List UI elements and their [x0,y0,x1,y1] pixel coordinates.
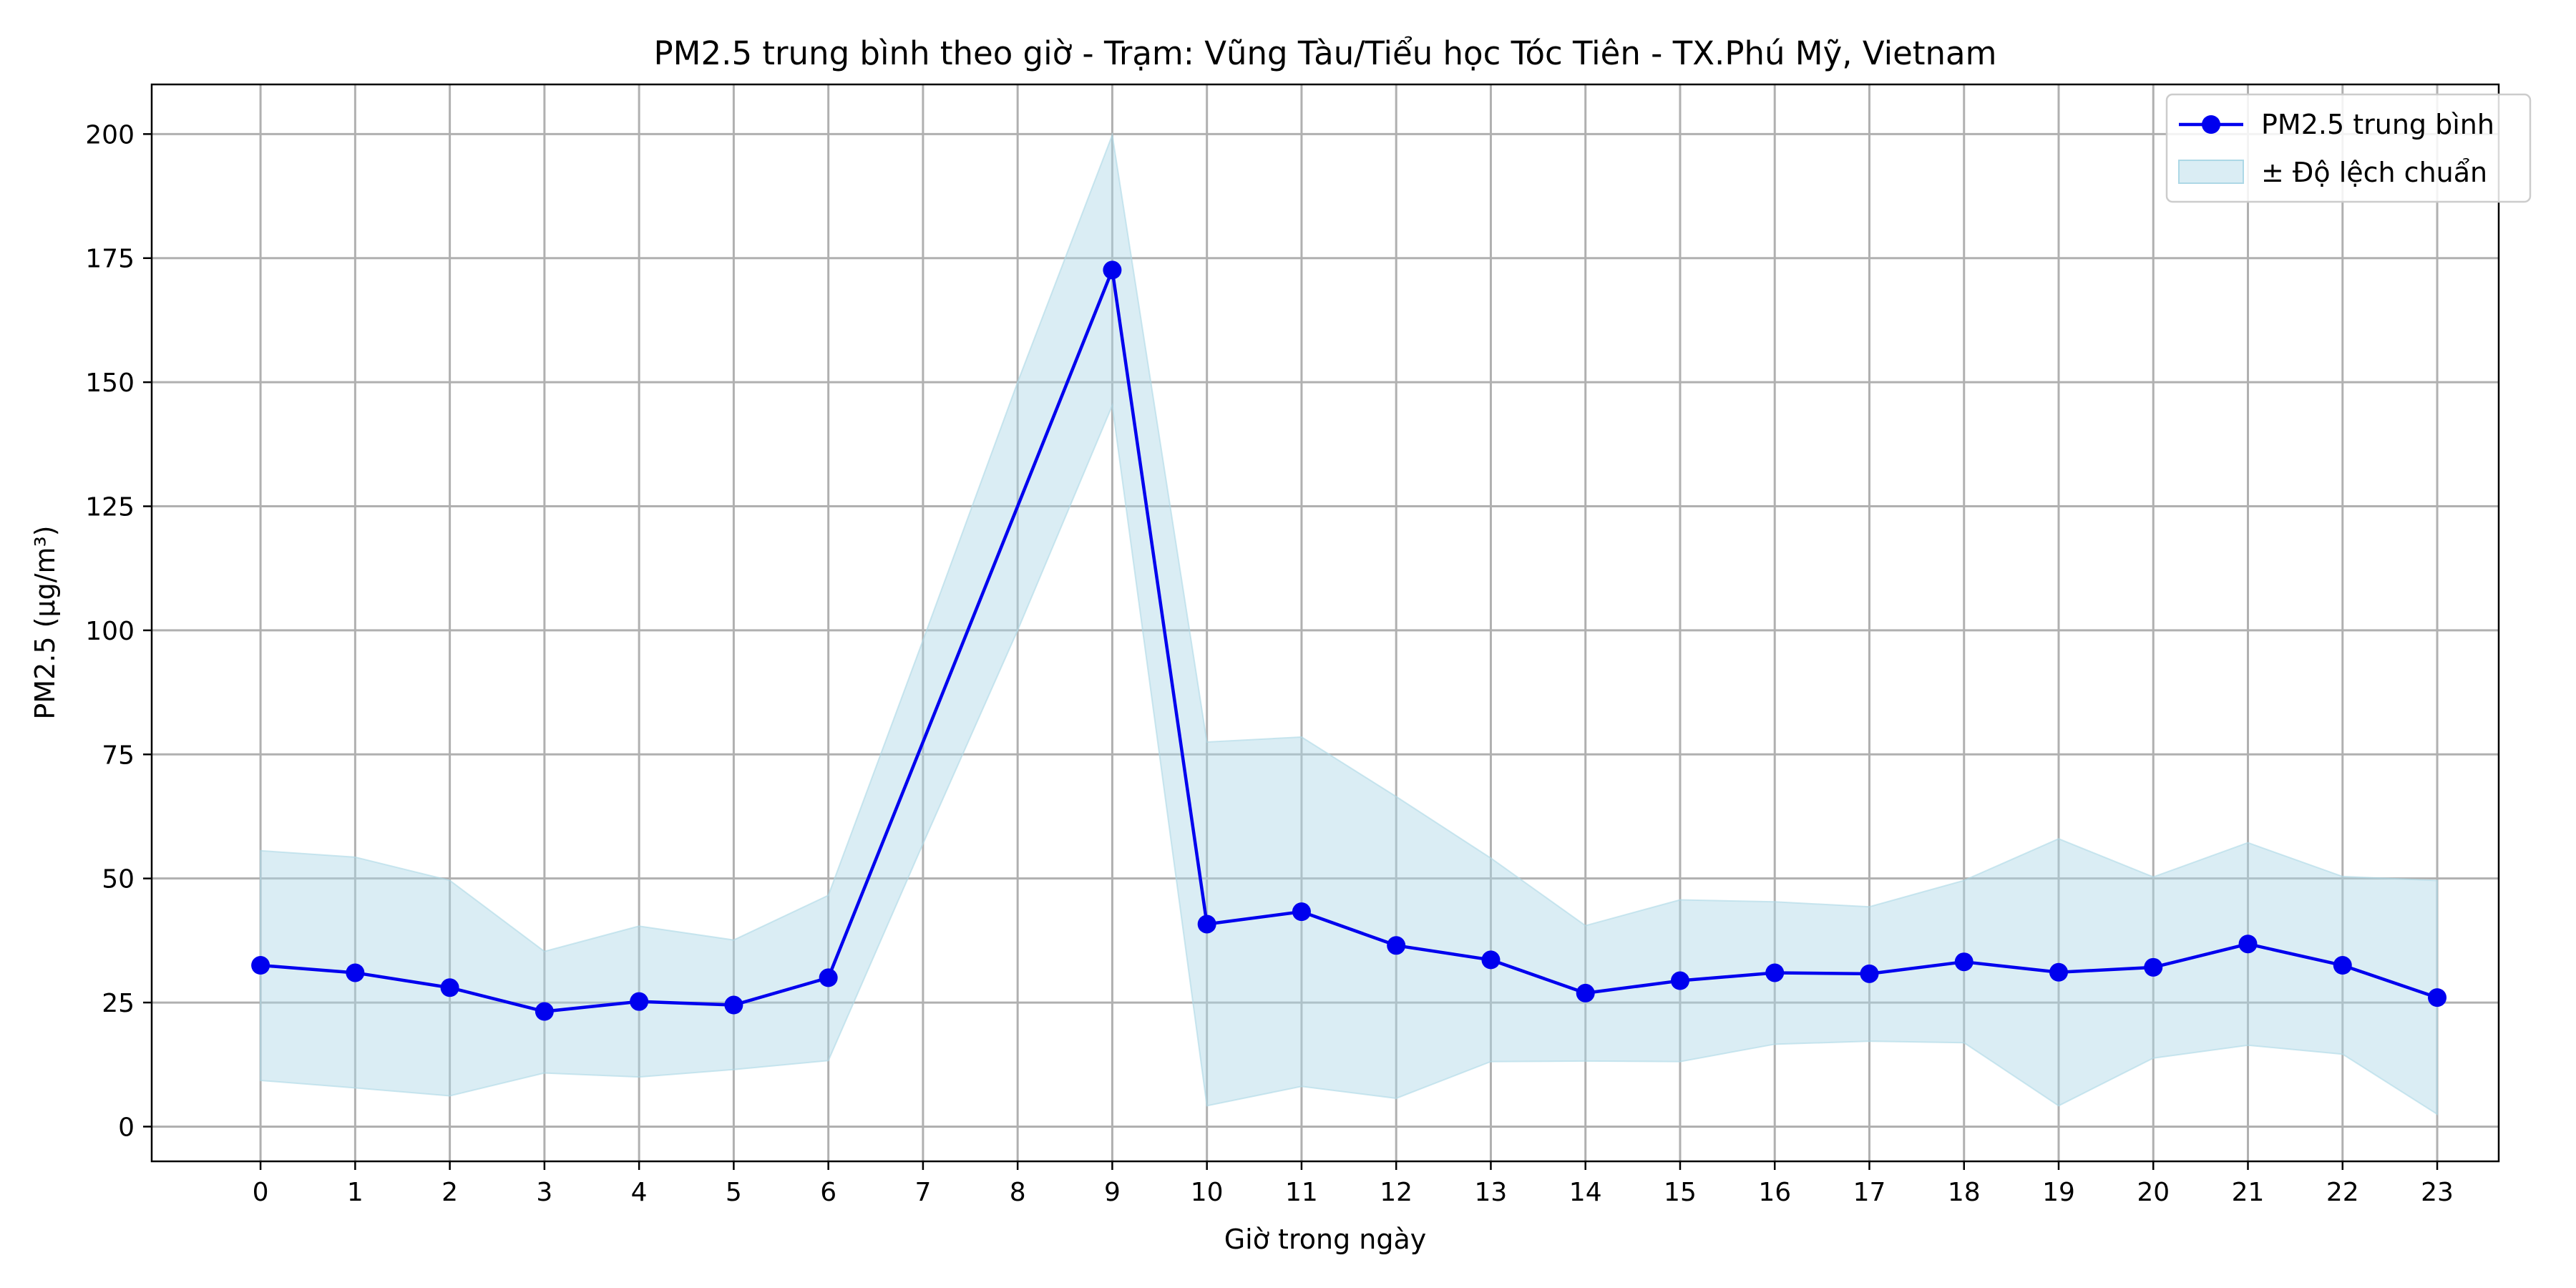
data-point [1670,971,1689,990]
data-point [724,995,743,1015]
y-tick-label: 150 [85,369,135,398]
data-point [346,963,365,982]
data-point [440,978,459,997]
data-point [251,956,270,975]
data-point [1197,914,1216,934]
x-tick-label: 5 [726,1178,742,1207]
x-tick-label: 3 [536,1178,552,1207]
grid [152,84,2499,1161]
x-tick-label: 1 [347,1178,364,1207]
x-tick-label: 23 [2421,1178,2454,1207]
x-tick-label: 18 [1948,1178,1981,1207]
legend-label-mean: PM2.5 trung bình [2261,109,2494,140]
x-tick-label: 11 [1285,1178,1318,1207]
data-point [2333,956,2352,975]
y-tick-label: 175 [85,245,135,274]
data-point [1481,950,1501,970]
data-point [2144,957,2163,977]
data-point [1765,963,1785,982]
legend: PM2.5 trung bình ± Độ lệch chuẩn [2165,93,2532,203]
x-tick-label: 2 [441,1178,458,1207]
data-point [2428,988,2447,1008]
std-band-area [260,132,2439,1116]
x-tick-label: 15 [1664,1178,1697,1207]
x-tick-label: 22 [2326,1178,2359,1207]
data-point [535,1002,554,1021]
data-point [1103,260,1122,280]
chart-title: PM2.5 trung bình theo giờ - Trạm: Vũng T… [654,34,1997,72]
x-axis-ticks: 0 1 2 3 4 5 6 7 8 9 10 11 12 13 14 15 16 17 18 19 20 21 22 23 [253,1161,2454,1207]
data-point [2049,962,2068,982]
data-point [1576,983,1595,1002]
mean-line-series [251,260,2447,1021]
y-tick-label: 50 [102,865,135,894]
x-tick-label: 10 [1191,1178,1224,1207]
x-tick-label: 14 [1569,1178,1602,1207]
data-point [630,992,649,1011]
x-tick-label: 9 [1104,1178,1121,1207]
y-tick-label: 200 [85,120,135,150]
x-tick-label: 12 [1380,1178,1413,1207]
x-tick-label: 6 [820,1178,836,1207]
legend-label-std: ± Độ lệch chuẩn [2261,157,2487,188]
data-point [2238,935,2258,954]
axes-frame [150,83,2500,1163]
x-tick-label: 13 [1475,1178,1508,1207]
x-tick-label: 7 [914,1178,931,1207]
y-axis-label: PM2.5 (µg/m³) [29,525,61,719]
x-tick-label: 0 [253,1178,269,1207]
x-tick-label: 21 [2232,1178,2265,1207]
y-tick-label: 125 [85,493,135,522]
x-tick-label: 4 [631,1178,648,1207]
data-point [1954,952,1974,972]
x-axis-label: Giờ trong ngày [1224,1224,1427,1255]
y-tick-label: 0 [118,1113,135,1142]
data-point [1387,936,1406,955]
legend-frame [2165,93,2532,203]
x-tick-label: 19 [2042,1178,2075,1207]
data-point [1860,964,1879,983]
legend-marker-swatch [2202,115,2220,134]
x-tick-label: 16 [1758,1178,1791,1207]
x-tick-label: 8 [1010,1178,1026,1207]
y-tick-label: 25 [102,989,135,1018]
y-tick-label: 100 [85,617,135,646]
legend-band-swatch [2178,160,2244,184]
data-point [819,968,838,987]
std-band [260,132,2439,1116]
mean-line [260,268,2438,1013]
x-tick-label: 20 [2137,1178,2170,1207]
y-axis-ticks: 0 25 50 75 100 125 150 175 200 [85,120,152,1142]
x-tick-label: 17 [1853,1178,1886,1207]
data-point [1292,902,1311,922]
y-tick-label: 75 [102,741,135,770]
